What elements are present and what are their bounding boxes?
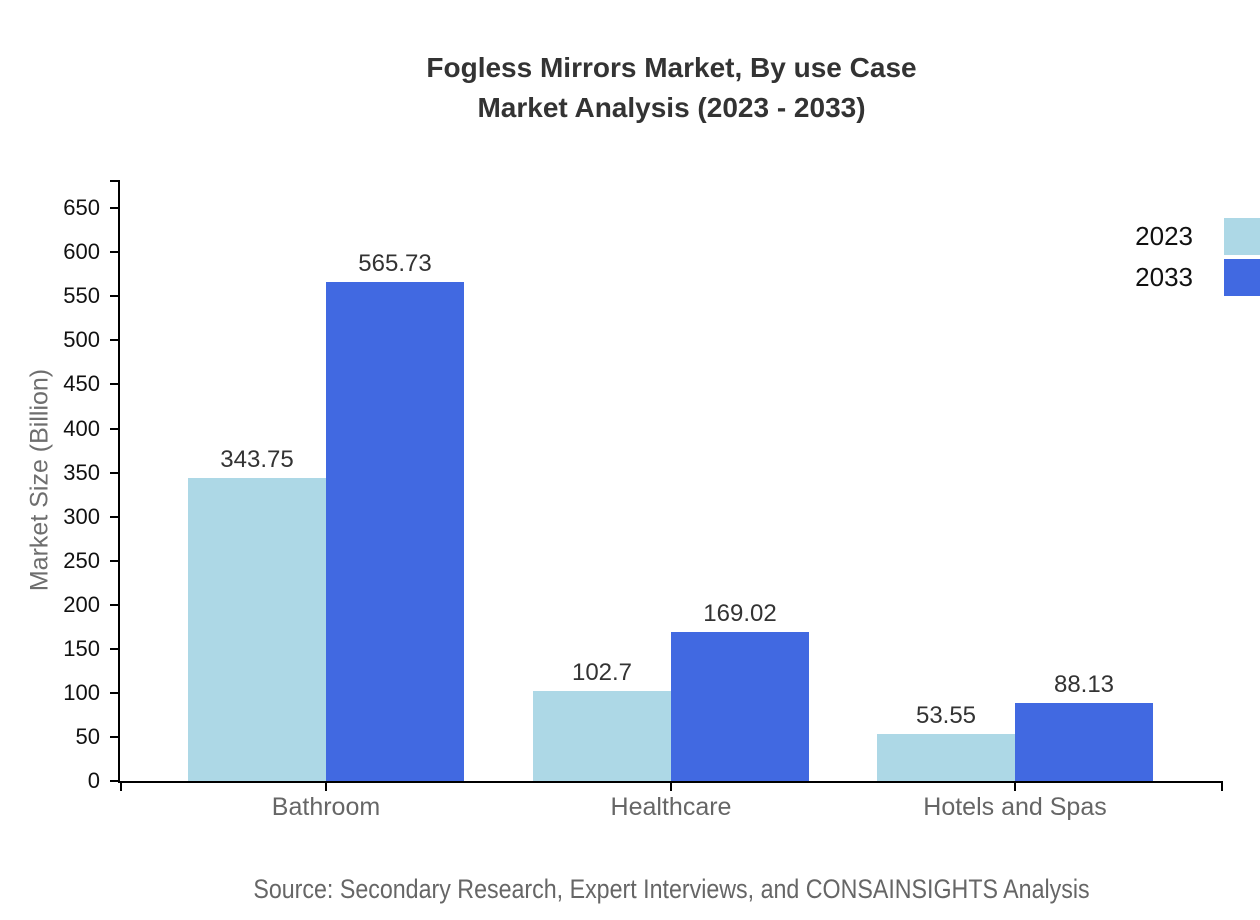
- y-tick-label: 450: [63, 371, 100, 397]
- chart-title-line1: Fogless Mirrors Market, By use Case: [426, 52, 917, 83]
- y-tick: [110, 295, 118, 298]
- y-tick: [110, 427, 118, 430]
- y-tick: [110, 471, 118, 474]
- bar-value-label: 102.7: [571, 658, 633, 686]
- y-tick-label: 550: [63, 283, 100, 309]
- bar-2033-hotels-and-spas: [1015, 703, 1153, 781]
- x-tick: [1221, 781, 1223, 791]
- x-category-label-healthcare: Healthcare: [610, 793, 732, 821]
- bar-value-label: 53.55: [915, 701, 977, 729]
- x-tick: [1014, 781, 1016, 791]
- y-tick-label: 200: [63, 591, 100, 617]
- bar-value-label: 565.73: [358, 250, 432, 278]
- bar-2023-healthcare: [533, 690, 671, 781]
- y-tick-label: 500: [63, 327, 100, 353]
- y-axis-line: [118, 180, 120, 783]
- legend-item-2033: 2033: [1135, 259, 1260, 296]
- y-tick: [110, 207, 118, 210]
- y-tick: [110, 383, 118, 386]
- y-axis-end-tick: [110, 180, 118, 182]
- y-tick: [110, 251, 118, 254]
- y-tick-label: 0: [87, 768, 100, 793]
- y-tick-label: 150: [63, 635, 100, 661]
- x-tick: [120, 781, 122, 791]
- bar-2023-hotels-and-spas: [877, 733, 1015, 781]
- plot-area: 0 50 100 150 200 250 300 350 400 450 500 550 600 650 …: [63, 180, 1223, 793]
- y-tick: [110, 559, 118, 562]
- y-tick-label: 650: [63, 195, 100, 221]
- y-tick-label: 250: [63, 547, 100, 573]
- y-tick: [110, 647, 118, 650]
- bar-value-label: 88.13: [1053, 671, 1115, 699]
- y-tick-label: 300: [63, 503, 100, 529]
- legend-label: 2033: [1135, 262, 1193, 292]
- y-tick-label: 100: [63, 679, 100, 705]
- x-tick: [670, 781, 672, 791]
- y-tick-label: 50: [75, 723, 100, 749]
- bar-value-label: 169.02: [703, 600, 777, 628]
- x-category-label-hotels-and-spas: Hotels and Spas: [923, 793, 1107, 821]
- y-tick: [110, 515, 118, 518]
- y-tick-label: 350: [63, 459, 100, 485]
- bar-2033-bathroom: [326, 282, 464, 781]
- bar-2033-healthcare: [671, 632, 809, 781]
- legend-item-2023: 2023: [1135, 218, 1260, 255]
- y-tick: [110, 603, 118, 606]
- y-tick: [110, 339, 118, 342]
- legend-label: 2023: [1135, 221, 1193, 251]
- y-tick-label: 400: [63, 415, 100, 441]
- legend-swatch-2033: [1224, 259, 1260, 296]
- legend: 2023 2033: [1135, 218, 1260, 300]
- bar-2023-bathroom: [188, 478, 326, 781]
- y-tick: [110, 735, 118, 738]
- bar-value-label: 343.75: [220, 446, 294, 474]
- y-tick: [110, 691, 118, 694]
- x-category-label-bathroom: Bathroom: [271, 793, 381, 821]
- y-tick: [110, 780, 118, 782]
- chart-title: Fogless Mirrors Market, By use Case Mark…: [120, 48, 1223, 128]
- x-tick: [325, 781, 327, 791]
- y-tick-label: 600: [63, 239, 100, 265]
- legend-swatch-2023: [1224, 218, 1260, 255]
- x-axis-category-labels: Bathroom Healthcare Hotels and Spas: [120, 793, 1223, 827]
- chart-title-line2: Market Analysis (2023 - 2033): [477, 92, 866, 123]
- source-note: Source: Secondary Research, Expert Inter…: [253, 874, 1090, 904]
